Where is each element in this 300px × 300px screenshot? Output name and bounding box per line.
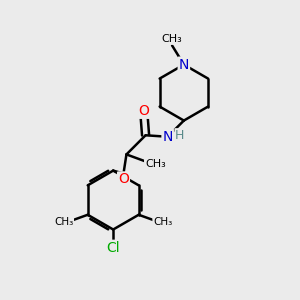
Text: CH₃: CH₃ — [162, 34, 182, 44]
Text: CH₃: CH₃ — [145, 159, 166, 169]
Text: H: H — [175, 129, 184, 142]
Text: N: N — [163, 130, 173, 144]
Text: CH₃: CH₃ — [54, 217, 73, 227]
Text: Cl: Cl — [106, 241, 120, 255]
Text: CH₃: CH₃ — [153, 217, 172, 227]
Text: O: O — [139, 104, 149, 118]
Text: N: N — [179, 58, 189, 72]
Text: O: O — [118, 172, 129, 186]
